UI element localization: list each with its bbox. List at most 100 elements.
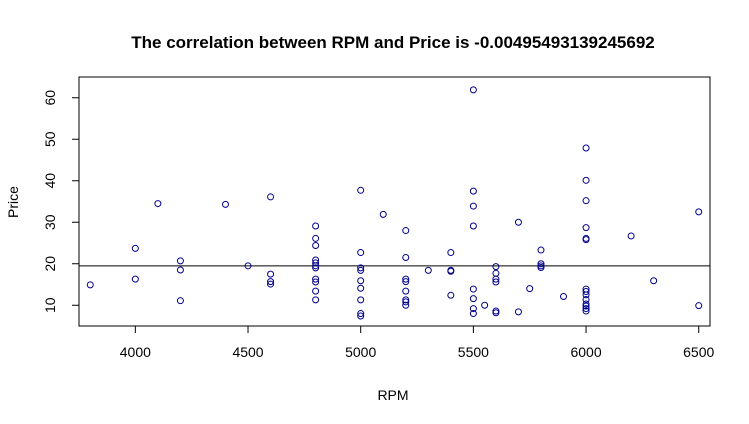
data-point-36 — [402, 275, 410, 283]
data-point-48 — [469, 187, 477, 195]
data-point-17 — [312, 259, 320, 267]
data-point-23 — [312, 296, 320, 304]
data-point-1 — [131, 244, 139, 252]
data-point-9 — [267, 193, 275, 201]
data-point-38 — [402, 287, 410, 295]
data-point-79 — [582, 295, 590, 303]
data-point-69 — [560, 293, 568, 301]
data-point-70 — [582, 144, 590, 152]
x-axis-label: RPM — [377, 387, 408, 403]
data-point-19 — [312, 264, 320, 272]
data-point-15 — [312, 241, 320, 249]
data-point-86 — [695, 208, 703, 216]
plot-frame — [78, 76, 711, 327]
data-point-80 — [582, 300, 590, 308]
data-point-64 — [526, 285, 534, 293]
data-point-56 — [492, 263, 500, 271]
data-point-2 — [131, 275, 139, 283]
data-point-3 — [154, 200, 162, 208]
data-point-53 — [469, 305, 477, 313]
y-tick-label-3: 40 — [42, 173, 58, 189]
data-point-39 — [402, 296, 410, 304]
data-point-7 — [221, 200, 229, 208]
data-point-32 — [357, 312, 365, 320]
data-point-11 — [267, 278, 275, 286]
data-point-87 — [695, 302, 703, 310]
data-point-71 — [582, 176, 590, 184]
y-tick-label-0: 10 — [42, 297, 58, 313]
data-point-84 — [627, 232, 635, 240]
y-tick-label-2: 30 — [42, 214, 58, 230]
data-point-0 — [86, 281, 94, 289]
data-point-41 — [402, 301, 410, 309]
data-points — [86, 86, 703, 320]
y-tick-label-4: 50 — [42, 131, 58, 147]
data-point-31 — [357, 310, 365, 318]
data-point-59 — [492, 278, 500, 286]
data-point-49 — [469, 202, 477, 210]
data-point-5 — [176, 266, 184, 274]
x-tick-label-0: 4000 — [120, 344, 151, 360]
data-point-54 — [469, 310, 477, 318]
data-point-6 — [176, 297, 184, 305]
data-point-75 — [582, 236, 590, 244]
data-point-63 — [514, 308, 522, 316]
data-point-14 — [312, 234, 320, 242]
y-tick-label-1: 20 — [42, 256, 58, 272]
data-point-52 — [469, 295, 477, 303]
data-point-33 — [379, 210, 387, 218]
data-point-13 — [312, 222, 320, 230]
data-point-8 — [244, 262, 252, 270]
data-point-78 — [582, 291, 590, 299]
data-point-82 — [582, 305, 590, 313]
x-tick-label-4: 6000 — [570, 344, 601, 360]
x-tick-label-1: 4500 — [232, 344, 263, 360]
data-point-28 — [357, 277, 365, 285]
data-point-72 — [582, 197, 590, 205]
data-point-37 — [402, 278, 410, 286]
data-point-68 — [537, 263, 545, 271]
data-point-50 — [469, 222, 477, 230]
data-point-77 — [582, 288, 590, 296]
x-tick-label-3: 5500 — [458, 344, 489, 360]
data-point-10 — [267, 270, 275, 278]
y-axis: 10 20 30 40 50 60 — [42, 90, 80, 313]
x-tick-label-5: 6500 — [683, 344, 714, 360]
data-point-51 — [469, 285, 477, 293]
data-point-58 — [492, 275, 500, 283]
data-point-4 — [176, 257, 184, 265]
data-point-21 — [312, 278, 320, 286]
data-point-47 — [469, 86, 477, 94]
data-point-45 — [447, 267, 455, 275]
data-point-83 — [582, 307, 590, 315]
data-point-85 — [650, 277, 658, 285]
data-point-12 — [267, 280, 275, 288]
data-point-66 — [537, 260, 545, 268]
x-axis: 4000 4500 5000 5500 6000 6500 — [120, 325, 715, 360]
x-tick-label-2: 5000 — [345, 344, 376, 360]
data-point-29 — [357, 284, 365, 292]
data-point-24 — [357, 186, 365, 194]
chart-title: The correlation between RPM and Price is… — [131, 33, 655, 52]
y-axis-label: Price — [5, 186, 21, 218]
data-point-18 — [312, 262, 320, 270]
data-point-55 — [481, 301, 489, 309]
data-point-65 — [537, 246, 545, 254]
data-point-34 — [402, 227, 410, 235]
data-point-25 — [357, 249, 365, 257]
y-tick-label-5: 60 — [42, 90, 58, 106]
data-point-62 — [514, 218, 522, 226]
data-point-27 — [357, 266, 365, 274]
data-point-22 — [312, 287, 320, 295]
data-point-35 — [402, 254, 410, 262]
data-point-43 — [447, 249, 455, 257]
data-point-30 — [357, 296, 365, 304]
data-point-46 — [447, 291, 455, 299]
data-point-73 — [582, 224, 590, 232]
data-point-57 — [492, 269, 500, 277]
data-point-42 — [424, 266, 432, 274]
data-point-81 — [582, 302, 590, 310]
data-point-26 — [357, 264, 365, 272]
data-point-40 — [402, 298, 410, 306]
